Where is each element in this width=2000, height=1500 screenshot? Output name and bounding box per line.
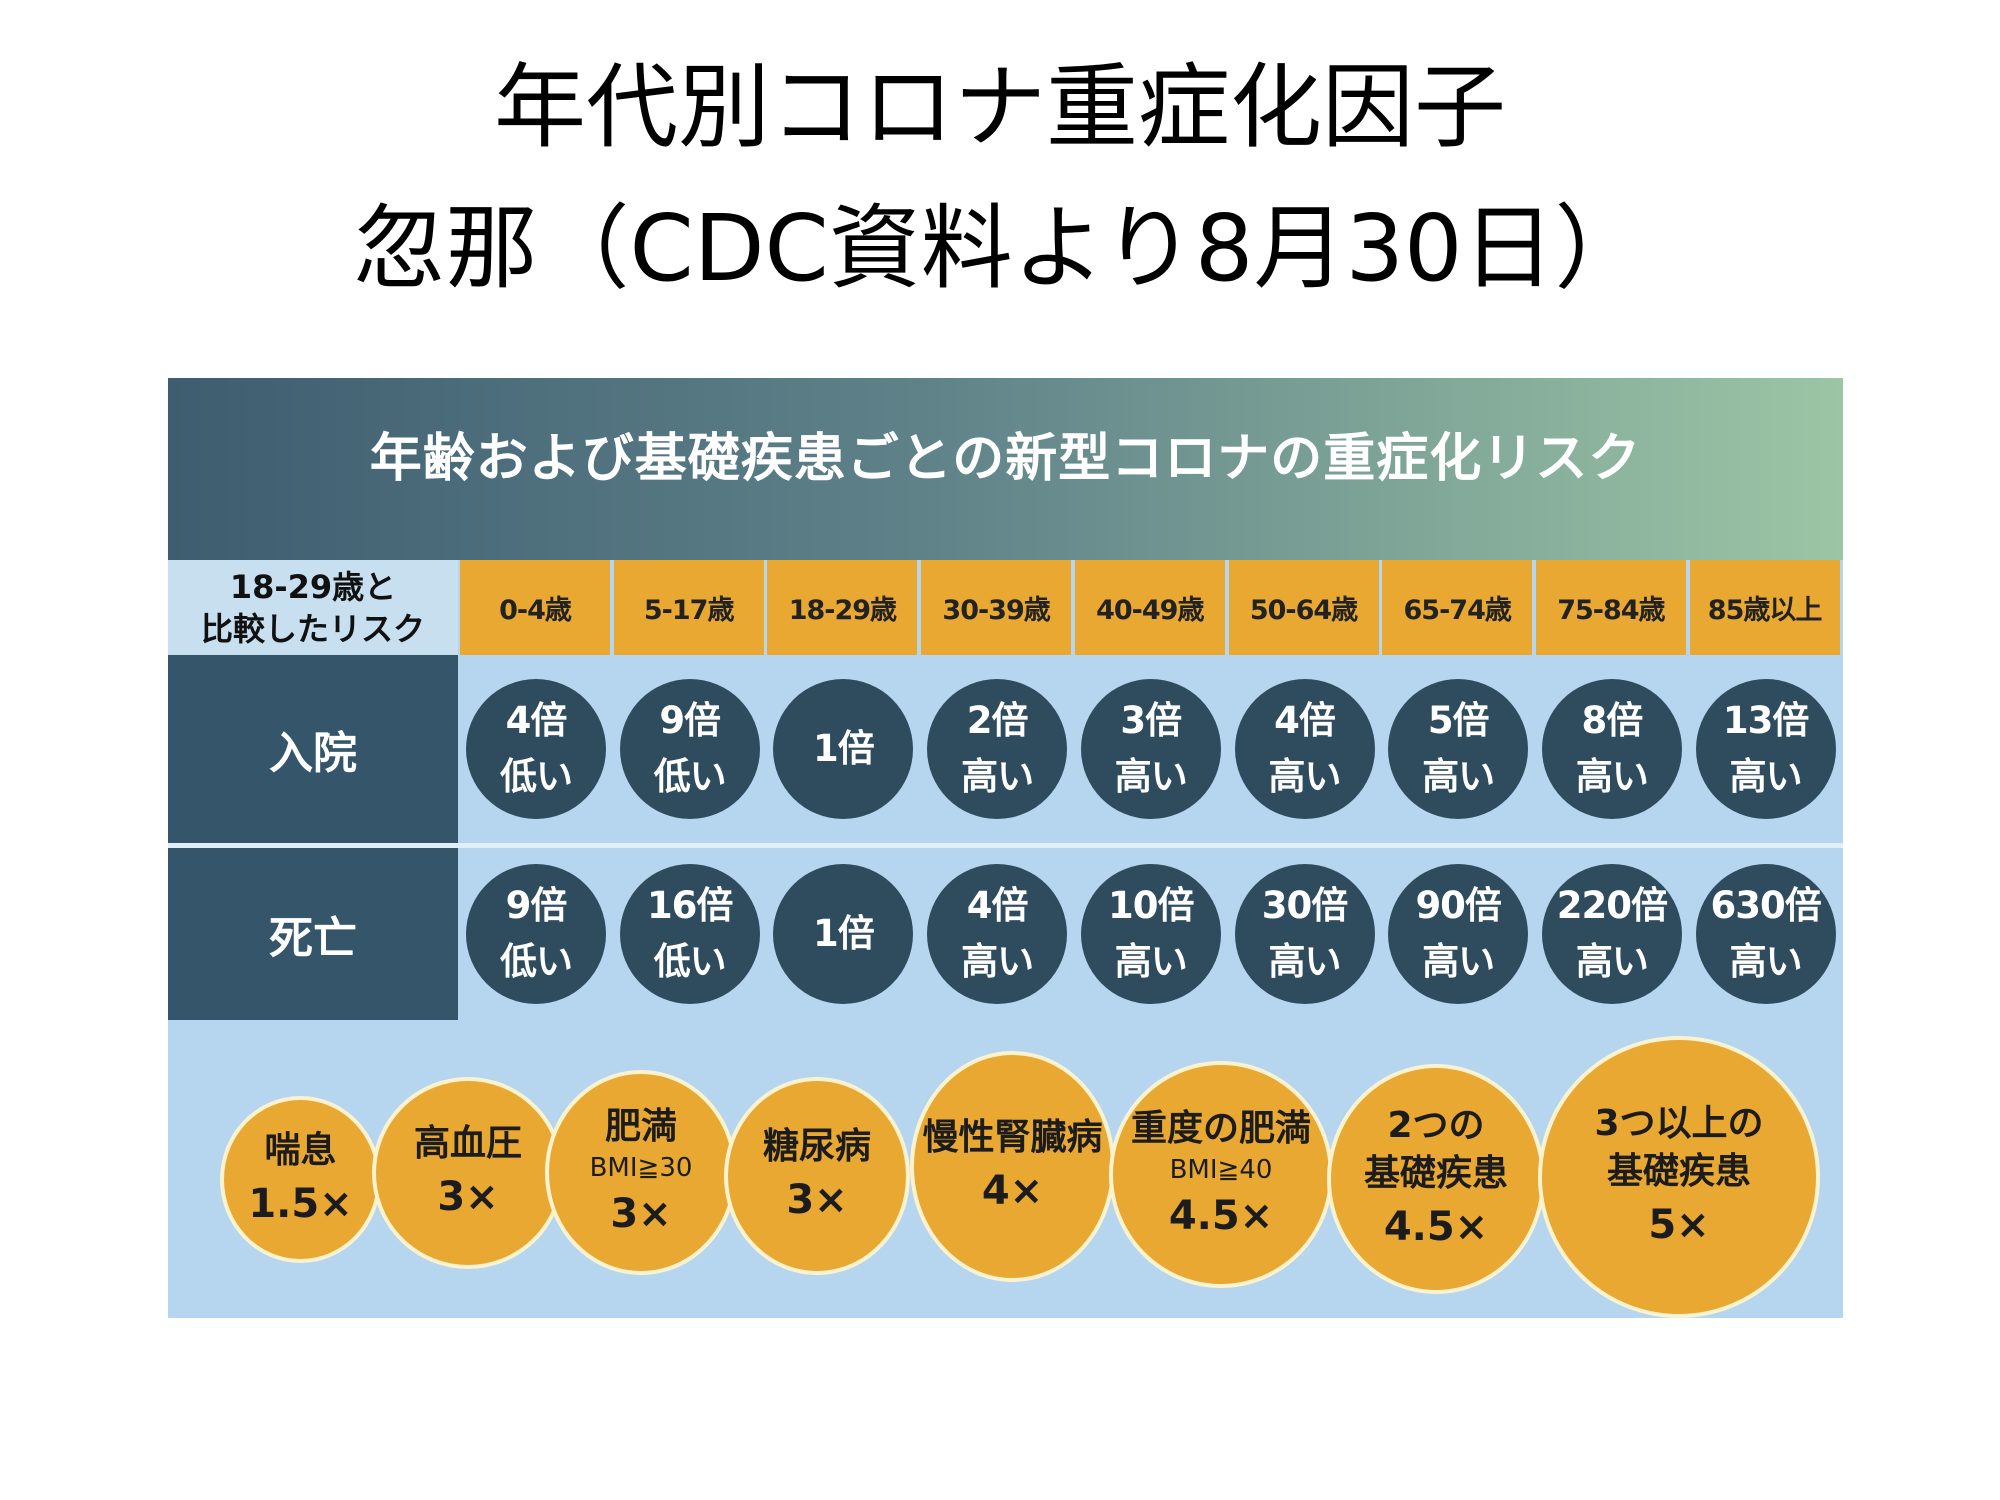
condition-multiplier: 4.5× xyxy=(1168,1192,1274,1239)
condition-multiplier: 3× xyxy=(786,1177,848,1223)
condition-circle: 2つの 基礎疾患 4.5× xyxy=(1327,1064,1545,1294)
risk-value: 4倍 xyxy=(1274,699,1336,742)
risk-direction: 高い xyxy=(1575,940,1649,983)
risk-circle: 1倍 xyxy=(773,864,914,1004)
risk-direction: 低い xyxy=(500,755,573,798)
condition-circle: 肥満 BMI≧30 3× xyxy=(545,1070,737,1275)
risk-infographic: 年齢および基礎疾患ごとの新型コロナの重症化リスク 18-29歳と 比較したリスク… xyxy=(168,378,1843,1318)
risk-direction: 低い xyxy=(653,940,727,983)
condition-name: 肥満 xyxy=(604,1105,677,1147)
condition-multiplier: 4× xyxy=(981,1167,1044,1214)
condition-bmi: BMI≧40 xyxy=(1169,1154,1273,1185)
risk-value: 16倍 xyxy=(646,884,734,927)
condition-circle: 3つ以上の 基礎疾患 5× xyxy=(1538,1036,1820,1318)
risk-value: 1倍 xyxy=(813,912,875,955)
condition-circle: 重度の肥満 BMI≧40 4.5× xyxy=(1109,1061,1333,1288)
risk-value: 4倍 xyxy=(966,884,1029,927)
risk-circle: 8倍高い xyxy=(1541,679,1682,819)
risk-value: 8倍 xyxy=(1581,699,1644,742)
age-header: 30-39歳 xyxy=(921,560,1072,655)
condition-multiplier: 3× xyxy=(610,1190,672,1237)
condition-name: 重度の肥満 xyxy=(1130,1107,1311,1149)
row-divider xyxy=(168,843,1843,848)
condition-name: 高血圧 xyxy=(413,1123,522,1164)
risk-direction: 高い xyxy=(1268,755,1342,798)
risk-circle: 13倍高い xyxy=(1695,679,1836,819)
condition-name: 糖尿病 xyxy=(762,1126,871,1167)
risk-direction: 高い xyxy=(961,755,1034,798)
row-label-death: 死亡 xyxy=(168,848,458,1020)
risk-value: 90倍 xyxy=(1415,884,1502,927)
risk-direction: 低い xyxy=(653,755,727,798)
slide-subtitle: 忽那（CDC資料より8月30日） xyxy=(353,195,1647,302)
risk-direction: 高い xyxy=(1114,940,1188,983)
condition-name: 慢性腎臓病 xyxy=(922,1116,1103,1158)
age-header: 65-74歳 xyxy=(1382,560,1533,655)
condition-circle: 喘息 1.5× xyxy=(220,1096,381,1263)
age-header: 75-84歳 xyxy=(1535,560,1686,655)
age-header: 5-17歳 xyxy=(613,560,764,655)
risk-direction: 高い xyxy=(1729,755,1803,798)
risk-circle: 9倍低い xyxy=(466,864,606,1004)
risk-direction: 高い xyxy=(961,940,1034,983)
risk-value: 2倍 xyxy=(966,699,1029,742)
risk-circle: 4倍高い xyxy=(927,864,1068,1004)
risk-circle: 2倍高い xyxy=(927,679,1068,819)
condition-multiplier: 4.5× xyxy=(1383,1204,1489,1250)
age-header: 18-29歳 xyxy=(767,560,918,655)
condition-name: 3つ以上の 基礎疾患 xyxy=(1594,1103,1764,1192)
risk-direction: 高い xyxy=(1729,940,1803,983)
risk-value: 220倍 xyxy=(1556,884,1668,927)
risk-circle: 16倍低い xyxy=(619,864,760,1004)
risk-value: 3倍 xyxy=(1120,699,1182,742)
condition-circle: 糖尿病 3× xyxy=(724,1077,910,1275)
condition-name: 喘息 xyxy=(264,1129,337,1171)
risk-value: 30倍 xyxy=(1261,884,1349,927)
risk-circle: 30倍高い xyxy=(1234,864,1375,1004)
condition-multiplier: 3× xyxy=(437,1174,499,1220)
risk-direction: 低い xyxy=(500,940,573,983)
condition-circle: 慢性腎臓病 4× xyxy=(910,1051,1115,1282)
condition-circle: 高血圧 3× xyxy=(372,1077,564,1269)
slide-title: 年代別コロナ重症化因子 xyxy=(493,54,1506,161)
risk-value: 10倍 xyxy=(1108,884,1195,927)
age-header: 50-64歳 xyxy=(1228,560,1379,655)
risk-value: 4倍 xyxy=(505,699,568,742)
risk-value: 1倍 xyxy=(813,727,875,770)
age-header: 0-4歳 xyxy=(460,560,610,655)
risk-direction: 高い xyxy=(1268,940,1342,983)
row-label-hospitalization: 入院 xyxy=(168,655,458,843)
risk-circle: 220倍高い xyxy=(1541,864,1682,1004)
risk-circle: 1倍 xyxy=(773,679,914,819)
condition-name: 2つの 基礎疾患 xyxy=(1363,1105,1508,1194)
condition-bmi: BMI≧30 xyxy=(589,1152,693,1183)
age-header: 85歳以上 xyxy=(1689,560,1840,655)
risk-circle: 630倍高い xyxy=(1695,864,1836,1004)
risk-circle: 10倍高い xyxy=(1080,864,1221,1004)
risk-direction: 高い xyxy=(1575,755,1649,798)
risk-circle: 4倍高い xyxy=(1234,679,1375,819)
risk-direction: 高い xyxy=(1422,940,1495,983)
risk-value: 13倍 xyxy=(1722,699,1810,742)
risk-value: 5倍 xyxy=(1427,699,1490,742)
risk-circle: 9倍低い xyxy=(619,679,760,819)
risk-value: 9倍 xyxy=(505,884,568,927)
risk-direction: 高い xyxy=(1114,755,1188,798)
risk-value: 630倍 xyxy=(1710,884,1821,927)
condition-multiplier: 1.5× xyxy=(248,1180,353,1227)
infographic-heading: 年齢および基礎疾患ごとの新型コロナの重症化リスク xyxy=(369,429,1642,489)
comparison-label-line2: 比較したリスク xyxy=(200,610,425,648)
condition-multiplier: 5× xyxy=(1648,1202,1710,1248)
age-header: 40-49歳 xyxy=(1074,560,1225,655)
risk-direction: 高い xyxy=(1422,755,1495,798)
comparison-label: 18-29歳と 比較したリスク xyxy=(168,560,458,655)
risk-value: 9倍 xyxy=(659,699,721,742)
comparison-label-line1: 18-29歳と xyxy=(229,568,397,606)
risk-circle: 5倍高い xyxy=(1388,679,1529,819)
risk-circle: 3倍高い xyxy=(1080,679,1221,819)
risk-circle: 90倍高い xyxy=(1388,864,1529,1004)
risk-circle: 4倍低い xyxy=(466,679,606,819)
infographic-header: 年齢および基礎疾患ごとの新型コロナの重症化リスク xyxy=(168,378,1843,560)
